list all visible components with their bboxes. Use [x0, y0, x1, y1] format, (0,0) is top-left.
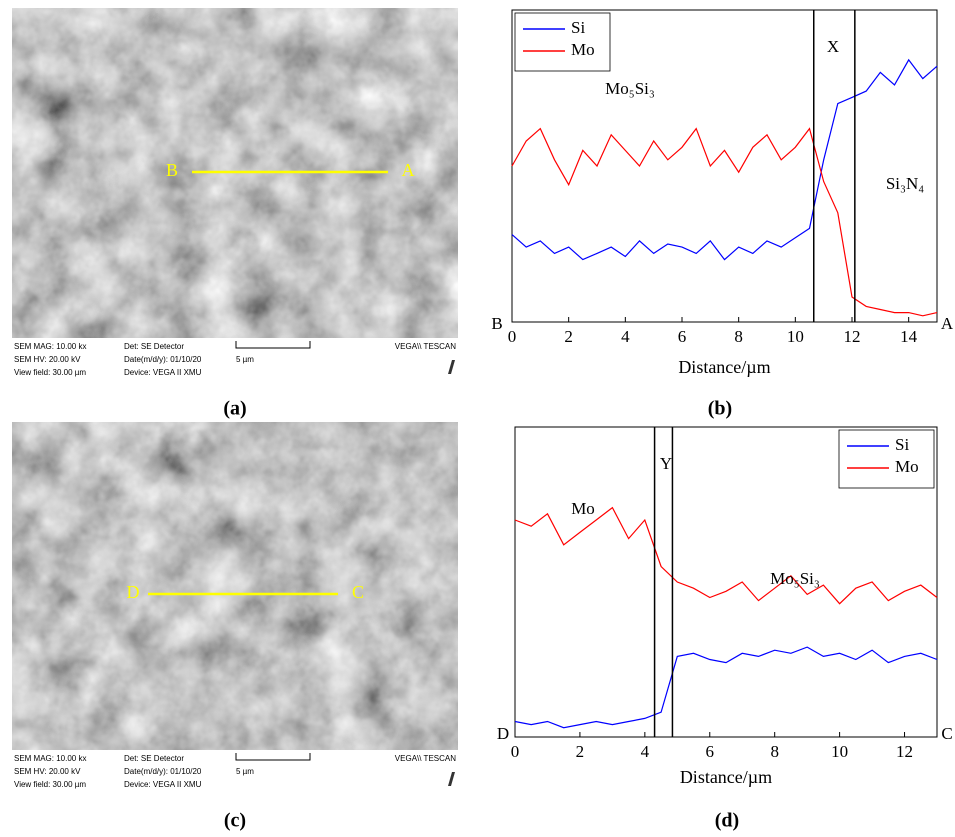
sem-brand: VEGA\\ TESCAN [395, 342, 456, 351]
brand-logo [448, 360, 455, 374]
end-label: D [497, 724, 509, 743]
x-axis-label: Distance/µm [678, 357, 770, 377]
legend-label: Si [571, 18, 585, 37]
annotation: Mo₅Si₃ [770, 569, 820, 588]
annotation: X [827, 37, 839, 56]
scale-bar [235, 753, 311, 761]
sem-info: Det: SE Detector [124, 754, 184, 763]
sem-image [12, 422, 458, 750]
sem-info: SEM MAG: 10.00 kx [14, 342, 86, 351]
annotation: Mo [571, 499, 595, 518]
x-tick-label: 12 [896, 742, 913, 761]
x-tick-label: 8 [770, 742, 779, 761]
brand-logo [448, 772, 455, 786]
x-tick-label: 4 [641, 742, 650, 761]
x-tick-label: 14 [900, 327, 918, 346]
legend-box [838, 429, 935, 489]
caption: (a) [223, 398, 246, 420]
scan-label: B [166, 160, 178, 180]
sem-info: SEM MAG: 10.00 kx [14, 754, 86, 763]
scan-label: C [352, 582, 364, 602]
legend-label: Si [895, 435, 909, 454]
scale-label: 5 µm [236, 767, 254, 776]
legend-label: Mo [571, 40, 595, 59]
x-tick-label: 0 [511, 742, 520, 761]
series-line [511, 127, 938, 317]
caption: (d) [715, 810, 739, 832]
series-line [511, 58, 938, 261]
x-tick-label: 12 [844, 327, 861, 346]
x-axis-label: Distance/µm [680, 767, 772, 787]
sem-info: SEM HV: 20.00 kV [14, 767, 81, 776]
caption: (c) [224, 810, 246, 832]
sem-info: SEM HV: 20.00 kV [14, 355, 81, 364]
series-line [514, 646, 938, 729]
sem-brand: VEGA\\ TESCAN [395, 754, 456, 763]
x-tick-label: 6 [678, 327, 687, 346]
sem-info: Date(m/d/y): 01/10/20 [124, 767, 202, 776]
scale-label: 5 µm [236, 355, 254, 364]
x-tick-label: 0 [508, 327, 517, 346]
x-tick-label: 6 [706, 742, 715, 761]
series-line [514, 506, 938, 605]
x-tick-label: 2 [564, 327, 573, 346]
scan-label: D [127, 582, 140, 602]
sem-info: View field: 30.00 µm [14, 780, 86, 789]
x-tick-label: 10 [787, 327, 804, 346]
annotation: Si₃N₄ [886, 174, 924, 193]
caption: (b) [708, 398, 732, 420]
sem-info: Device: VEGA II XMU [124, 368, 202, 377]
annotation: Y [660, 454, 672, 473]
sem-info: Date(m/d/y): 01/10/20 [124, 355, 202, 364]
sem-info: Device: VEGA II XMU [124, 780, 202, 789]
legend-label: Mo [895, 457, 919, 476]
x-tick-label: 8 [734, 327, 743, 346]
sem-info: Det: SE Detector [124, 342, 184, 351]
x-tick-label: 2 [576, 742, 585, 761]
legend-box [514, 12, 611, 72]
end-label: C [941, 724, 952, 743]
scan-label: A [402, 160, 415, 180]
scale-bar [235, 341, 311, 349]
annotation: Mo₅Si₃ [605, 79, 655, 98]
x-tick-label: 10 [831, 742, 848, 761]
plot-frame [514, 426, 938, 738]
end-label: A [941, 314, 954, 333]
x-tick-label: 4 [621, 327, 630, 346]
sem-info: View field: 30.00 µm [14, 368, 86, 377]
end-label: B [491, 314, 502, 333]
